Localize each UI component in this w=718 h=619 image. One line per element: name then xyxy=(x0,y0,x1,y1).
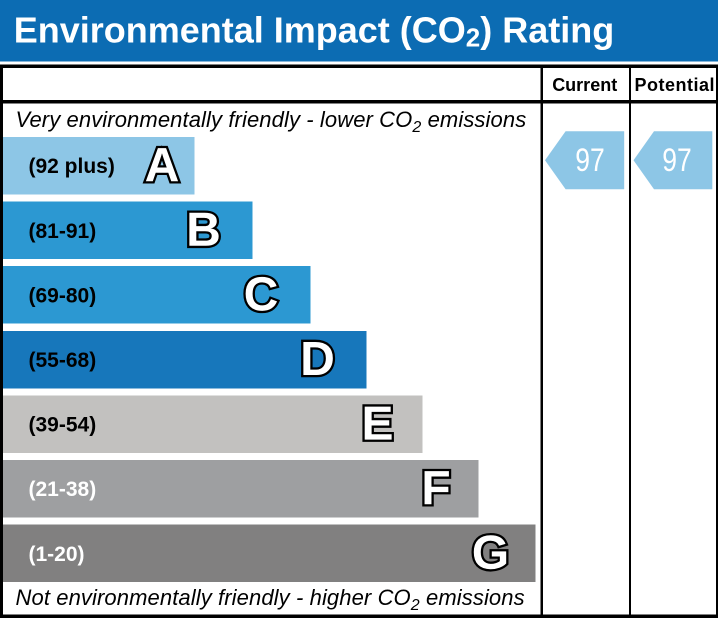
svg-text:Environmental Impact (CO2) Rat: Environmental Impact (CO2) Rating xyxy=(14,10,615,53)
svg-text:(39-54): (39-54) xyxy=(29,414,97,437)
svg-text:97: 97 xyxy=(575,142,605,178)
svg-text:(1-20): (1-20) xyxy=(29,543,85,566)
svg-text:(69-80): (69-80) xyxy=(29,284,97,307)
svg-text:(55-68): (55-68) xyxy=(29,349,97,372)
svg-text:(21-38): (21-38) xyxy=(29,478,97,501)
svg-text:97: 97 xyxy=(662,142,692,178)
svg-text:(92 plus): (92 plus) xyxy=(29,155,115,178)
svg-text:(81-91): (81-91) xyxy=(29,220,97,243)
svg-text:Very environmentally friendly: Very environmentally friendly - lower CO… xyxy=(16,107,527,136)
svg-text:Current: Current xyxy=(552,75,617,95)
svg-text:Not environmentally friendly -: Not environmentally friendly - higher CO… xyxy=(16,585,525,614)
svg-text:Potential: Potential xyxy=(635,75,716,95)
